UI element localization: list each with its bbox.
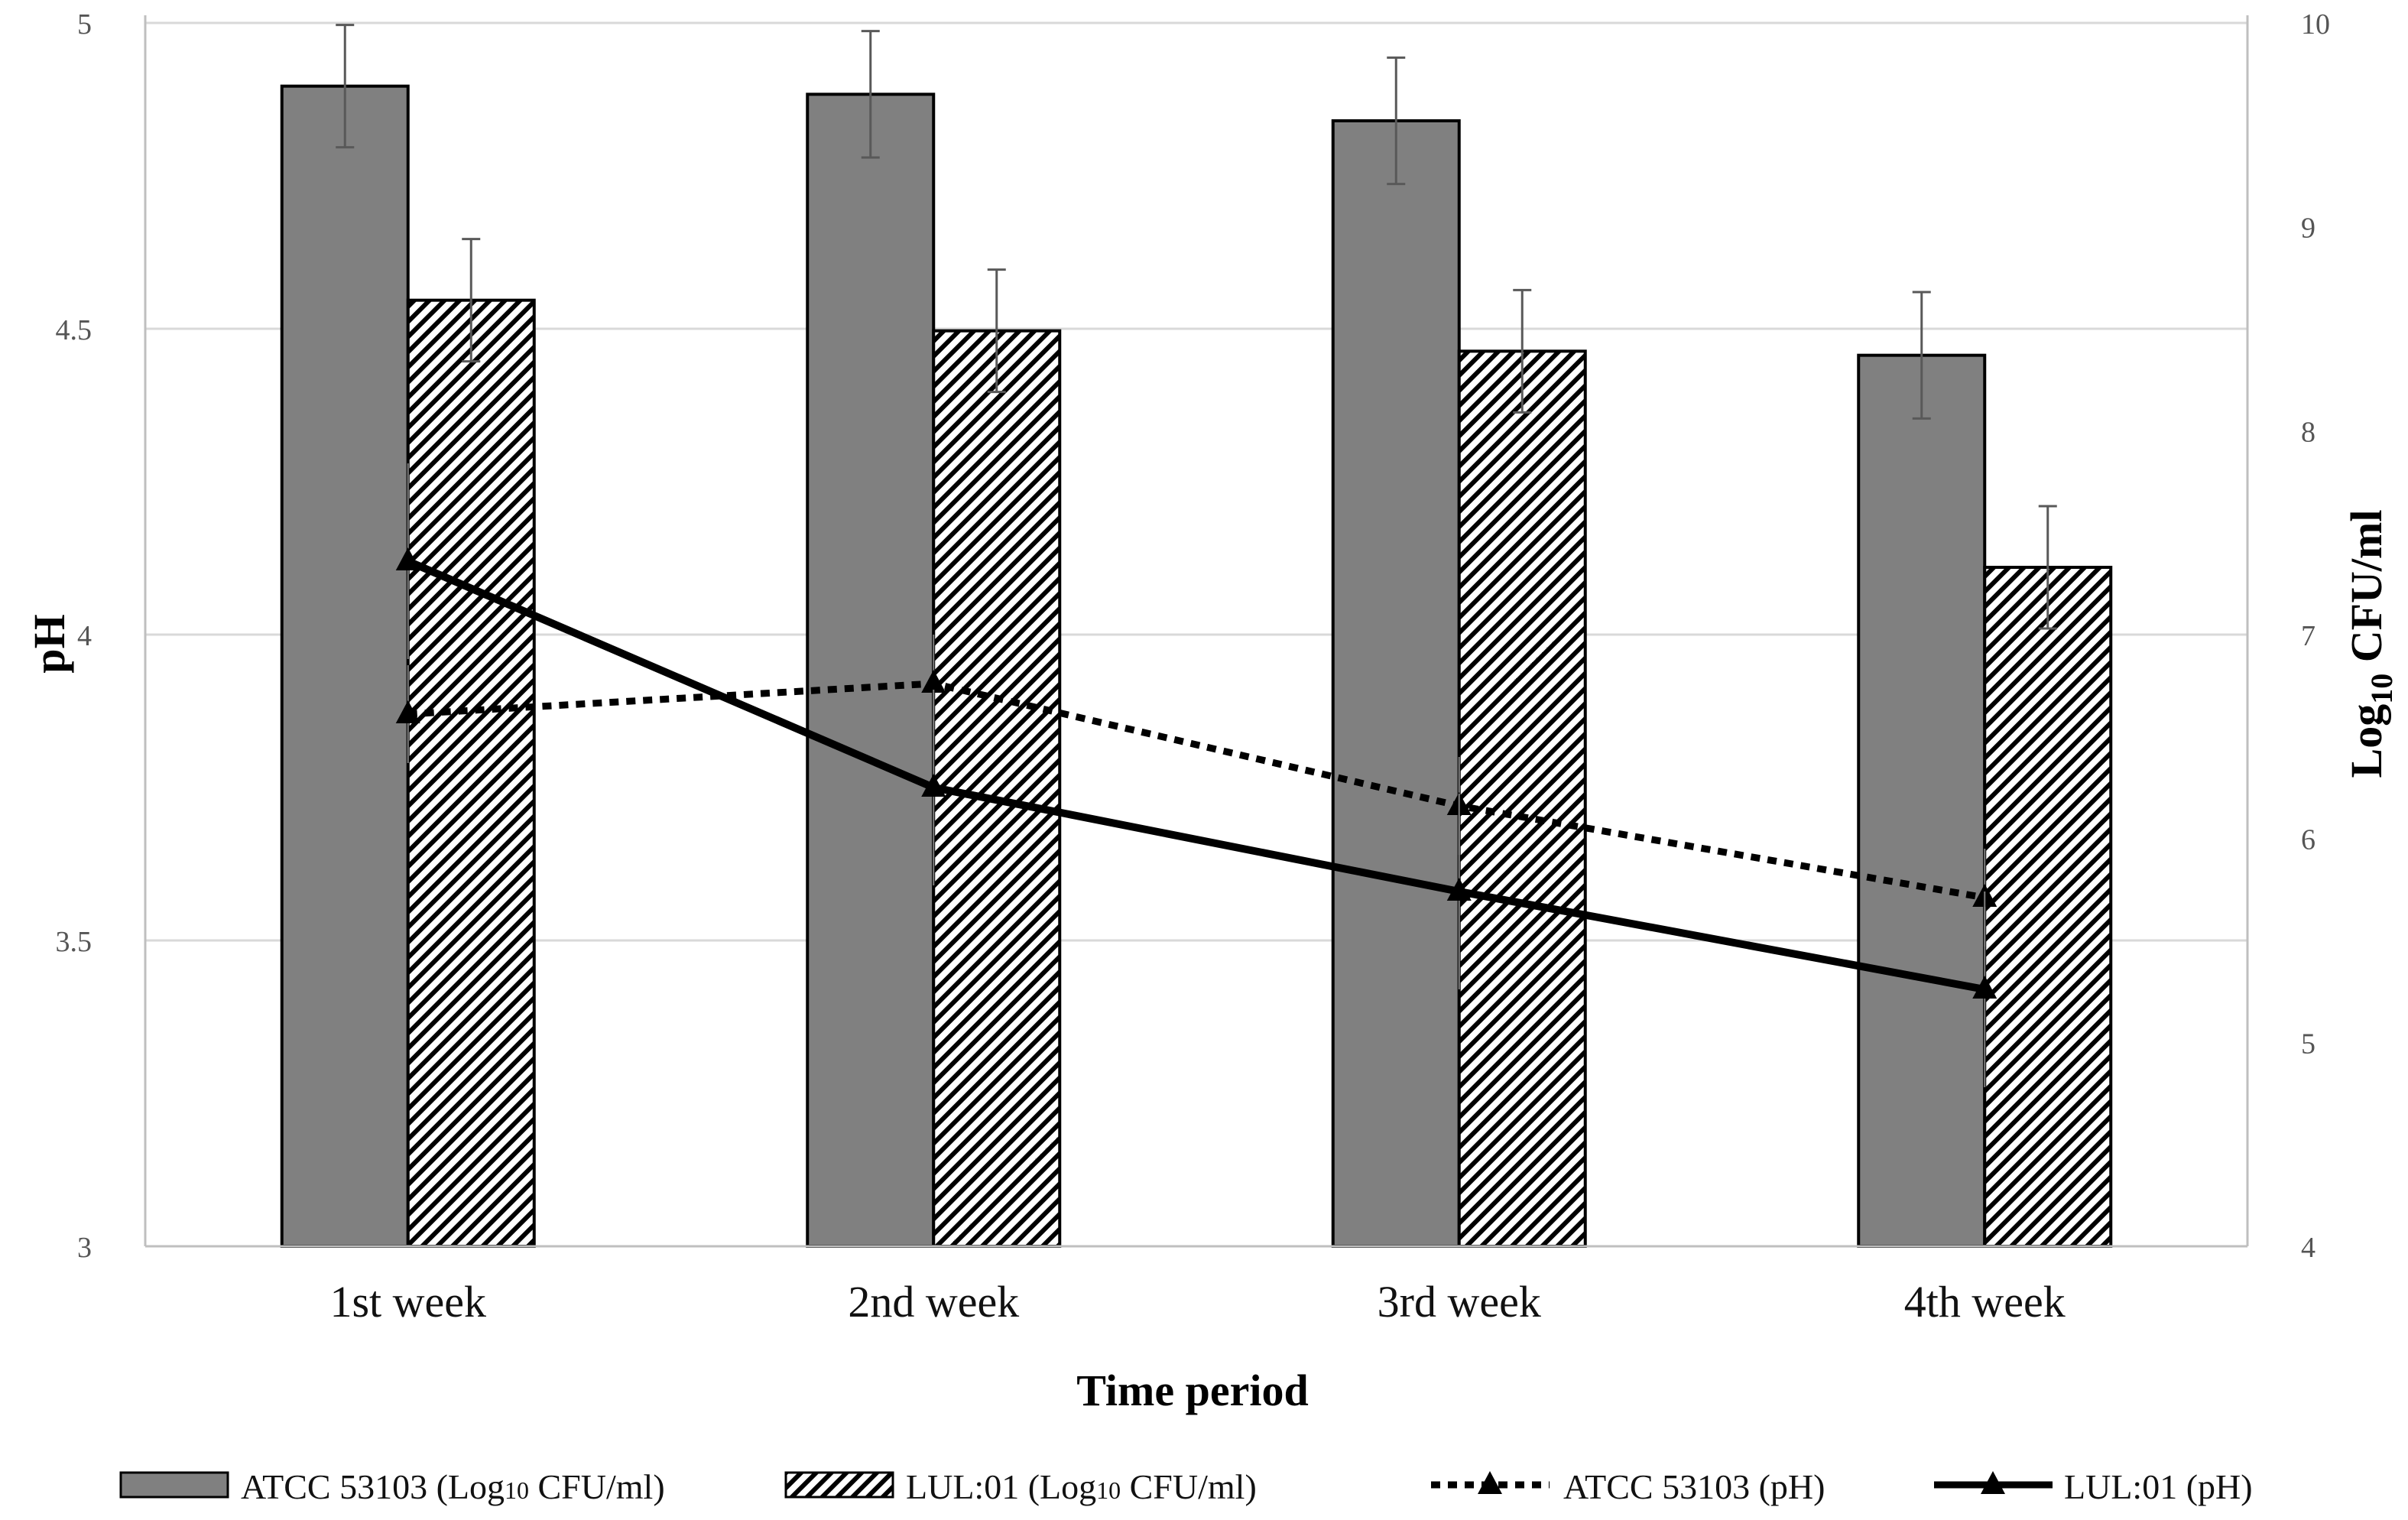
bar-atcc: [1331, 119, 1461, 1248]
legend-label: LUL:01 (Log10 CFU/ml): [906, 1467, 1257, 1506]
legend-label: LUL:01 (pH): [2064, 1467, 2253, 1506]
line-marker: [395, 547, 420, 570]
y-left-tick-label: 4.5: [56, 314, 92, 346]
legend-marker: [1981, 1471, 2005, 1494]
bar-atcc: [806, 93, 936, 1248]
legend-label: ATCC 53103 (Log10 CFU/ml): [241, 1467, 665, 1506]
y-right-tick-label: 6: [2301, 824, 2316, 856]
lines: [395, 463, 1997, 1087]
legend-swatch: [784, 1471, 894, 1499]
x-tick-label: 2nd week: [848, 1277, 1019, 1327]
y-left-tick-label: 5: [77, 8, 92, 41]
line-marker: [395, 700, 420, 723]
line-marker: [1972, 976, 1997, 999]
line-lul-ph: [406, 557, 1986, 993]
y-right-tick-label: 10: [2301, 8, 2330, 41]
legend-marker: [1478, 1471, 1502, 1494]
y-right-tick-label: 8: [2301, 416, 2316, 448]
y-left-tick-label: 3.5: [56, 926, 92, 958]
legend-swatch: [119, 1471, 229, 1499]
bar-atcc: [1857, 353, 1987, 1249]
line-marker: [1446, 878, 1472, 901]
line-atcc-ph: [407, 680, 1986, 901]
bar-atcc: [280, 84, 410, 1249]
y-right-tick-label: 9: [2301, 213, 2316, 245]
y-right-tick-label: 7: [2301, 620, 2316, 652]
bar-lul: [406, 298, 536, 1249]
y-left-tick-label: 3: [77, 1232, 92, 1264]
bar-lul: [1457, 349, 1587, 1248]
x-tick-label: 1st week: [329, 1277, 486, 1327]
x-axis-title: Time period: [1076, 1366, 1308, 1415]
x-tick-label: 3rd week: [1378, 1277, 1541, 1327]
legend-label: ATCC 53103 (pH): [1563, 1467, 1825, 1506]
x-tick-label: 4th week: [1904, 1277, 2066, 1327]
bar-lul: [1983, 566, 2113, 1248]
y-left-tick-label: 4: [77, 620, 92, 652]
y-right-tick-label: 5: [2301, 1028, 2316, 1060]
bars: [280, 24, 2113, 1249]
legend: ATCC 53103 (Log10 CFU/ml) LUL:01 (Log10 C…: [119, 1467, 2253, 1506]
y-right-tick-label: 4: [2301, 1232, 2316, 1264]
axes: 3 3.5 4 4.5 5 4 5 6 7 8 9 10 1st week 2nd week 3rd wee…: [56, 8, 2331, 1327]
line-marker: [921, 670, 946, 693]
y-axis-left-title: pH: [24, 614, 74, 673]
y-axis-right-title: Log10 CFU/ml: [2341, 510, 2399, 778]
line-marker: [921, 774, 946, 797]
